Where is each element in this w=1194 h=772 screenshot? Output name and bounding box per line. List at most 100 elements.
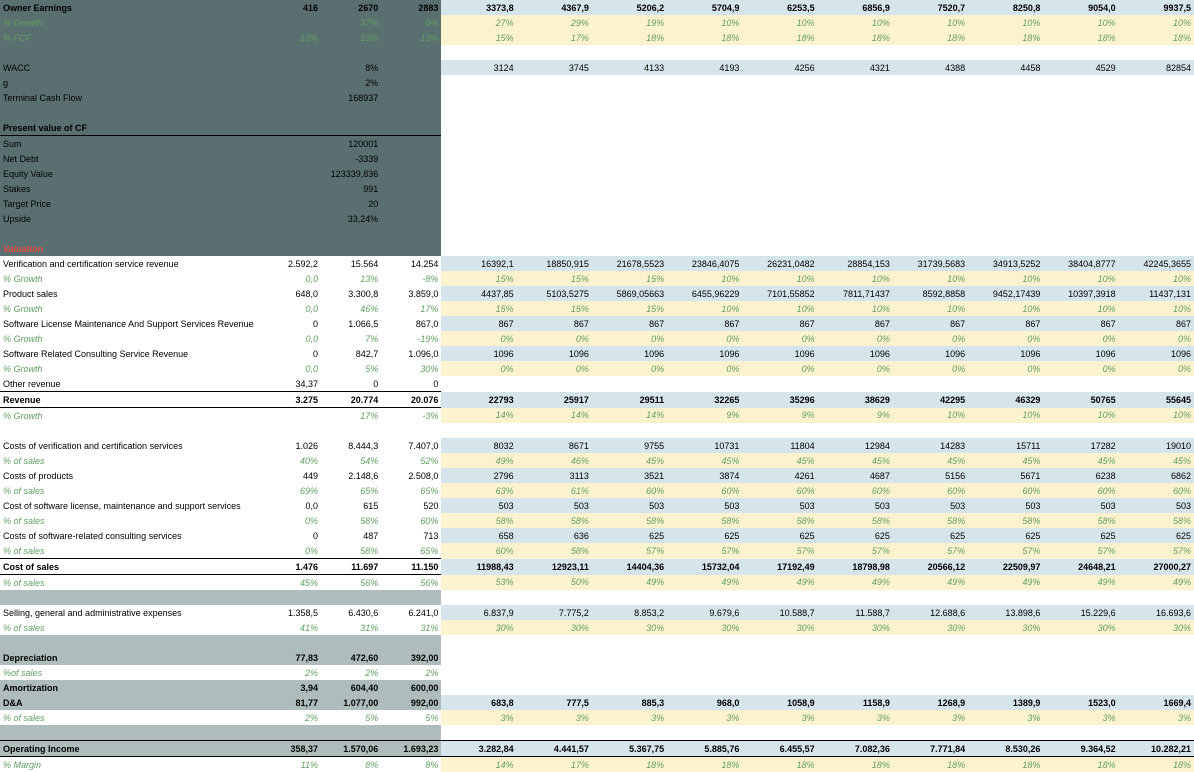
cell: 10% <box>968 15 1043 30</box>
cell: 0% <box>667 361 742 376</box>
cell: 10% <box>742 271 817 286</box>
cell: 18% <box>667 30 742 45</box>
cell: 3.300,8 <box>321 286 381 301</box>
cell: 57% <box>1043 543 1118 559</box>
cell: 0% <box>441 331 516 346</box>
cell: -19% <box>381 331 441 346</box>
cell: 18% <box>592 757 667 772</box>
cell: 5869,05663 <box>592 286 667 301</box>
cell: 60% <box>818 483 893 498</box>
cell: 49% <box>968 575 1043 591</box>
row-label: % of sales <box>0 543 261 559</box>
cell: 3% <box>742 710 817 725</box>
cell: 60% <box>667 483 742 498</box>
cell: 18% <box>968 30 1043 45</box>
cell: 60% <box>742 483 817 498</box>
cell: 4256 <box>742 60 817 75</box>
cell: 35296 <box>742 392 817 408</box>
cell: 49% <box>818 575 893 591</box>
cell: 503 <box>1119 498 1194 513</box>
row-label: Costs of products <box>0 468 261 483</box>
cell: 1096 <box>742 346 817 361</box>
cell: 14283 <box>893 438 968 453</box>
cell: 38629 <box>818 392 893 408</box>
cell: 713 <box>381 528 441 543</box>
cell <box>1043 650 1118 665</box>
row-label: Costs of software-related consulting ser… <box>0 528 261 543</box>
cell: 6.837,9 <box>441 605 516 620</box>
cell: 14% <box>517 408 592 424</box>
cell: 2% <box>321 665 381 680</box>
cell: 65% <box>381 483 441 498</box>
cell: 625 <box>818 528 893 543</box>
cell: 18798,98 <box>818 559 893 575</box>
cell: 13.898,6 <box>968 605 1043 620</box>
cell: 63% <box>441 483 516 498</box>
cell: 1.077,00 <box>321 695 381 710</box>
cell: 65% <box>321 483 381 498</box>
cell: 46% <box>321 301 381 316</box>
cell: 10% <box>1119 301 1194 316</box>
cell: 60% <box>441 543 516 559</box>
cell: 10% <box>893 15 968 30</box>
cell: 10% <box>968 271 1043 286</box>
cell <box>968 376 1043 392</box>
cell: 11988,43 <box>441 559 516 575</box>
cell: 503 <box>667 498 742 513</box>
pv-upside-value: 33,24% <box>321 211 381 226</box>
cell: 5.885,76 <box>667 741 742 757</box>
cell: 1.096,0 <box>381 346 441 361</box>
cell: 867 <box>1119 316 1194 331</box>
owner-earnings-label: Owner Earnings <box>0 0 261 15</box>
cell: 18% <box>592 30 667 45</box>
cell: 18% <box>742 30 817 45</box>
cell: 8% <box>321 757 381 772</box>
cell: 8% <box>381 757 441 772</box>
cell: 11.697 <box>321 559 381 575</box>
cell: 57% <box>742 543 817 559</box>
cell: 0% <box>1043 361 1118 376</box>
cell <box>667 376 742 392</box>
cell: 45% <box>592 453 667 468</box>
cell: 29% <box>517 15 592 30</box>
cell: 7520,7 <box>893 0 968 15</box>
cell: 49% <box>1119 575 1194 591</box>
cell: 10% <box>742 15 817 30</box>
cell: 15% <box>592 271 667 286</box>
cell: 0% <box>517 361 592 376</box>
row-label: Selling, general and administrative expe… <box>0 605 261 620</box>
cell: 11804 <box>742 438 817 453</box>
cell: 10% <box>1119 271 1194 286</box>
cell: 45% <box>261 575 321 591</box>
cell <box>592 376 667 392</box>
cell: 46% <box>517 453 592 468</box>
cell: 10% <box>1119 408 1194 424</box>
cell: 14% <box>592 408 667 424</box>
row-label: Depreciation <box>0 650 261 665</box>
cell: 18% <box>818 757 893 772</box>
cell: 58% <box>517 543 592 559</box>
cell <box>1043 665 1118 680</box>
cell: 12.688,6 <box>893 605 968 620</box>
cell: 625 <box>742 528 817 543</box>
cell: 6253,5 <box>742 0 817 15</box>
cell: 10% <box>667 15 742 30</box>
cell: 0% <box>1043 331 1118 346</box>
cell <box>1043 376 1118 392</box>
cell: 6862 <box>1119 468 1194 483</box>
cell: 30% <box>1119 620 1194 635</box>
cell: 6856,9 <box>818 0 893 15</box>
cell: 1669,4 <box>1119 695 1194 710</box>
cell: 1096 <box>893 346 968 361</box>
cell: 1096 <box>968 346 1043 361</box>
cell: 2670 <box>321 0 381 15</box>
cell: 867,0 <box>381 316 441 331</box>
cell: 10% <box>742 301 817 316</box>
row-label: % of sales <box>0 513 261 528</box>
cell: 22509,97 <box>968 559 1043 575</box>
cell: 13% <box>321 271 381 286</box>
cell: 15.229,6 <box>1043 605 1118 620</box>
cell: 41% <box>261 620 321 635</box>
cell: 30% <box>667 620 742 635</box>
cell <box>261 408 321 424</box>
